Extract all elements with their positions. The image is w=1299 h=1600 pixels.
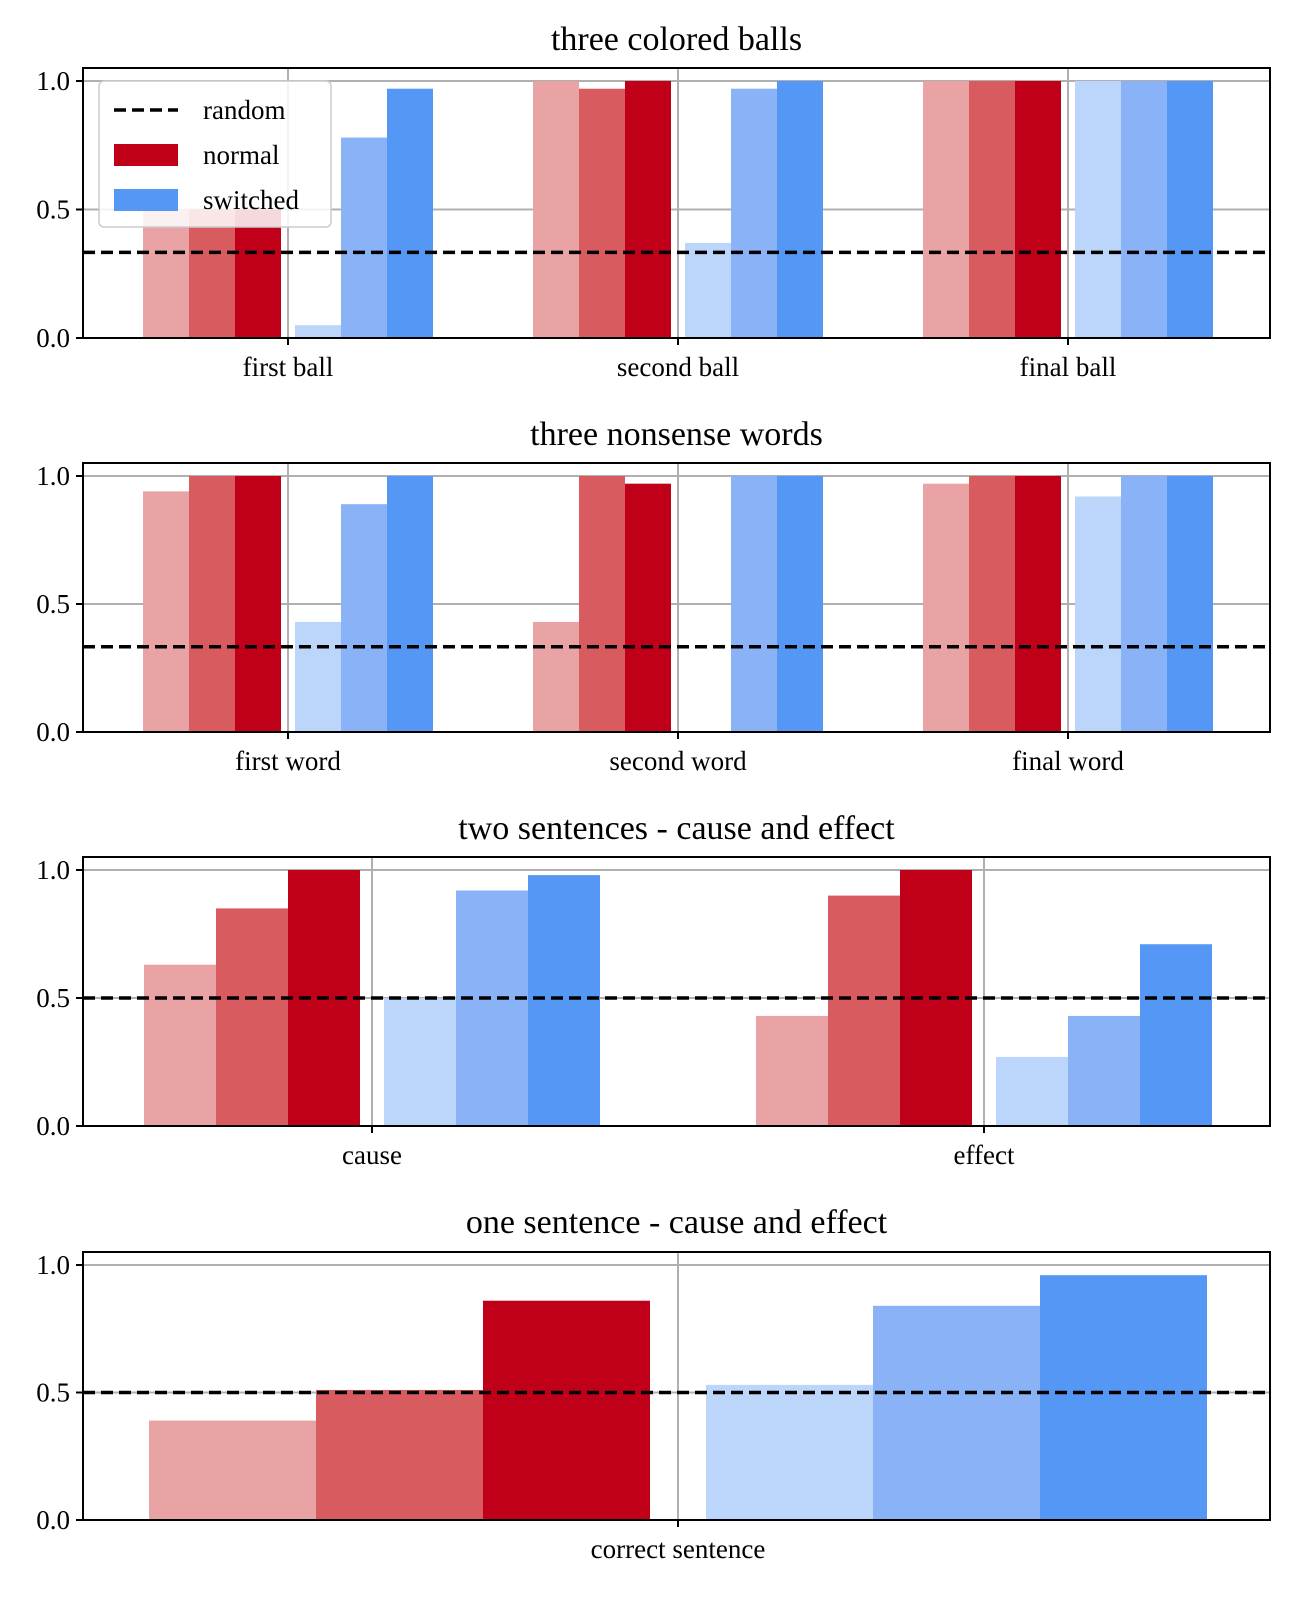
bar-normal-2 [828,895,900,1126]
bar-normal-3 [625,81,671,338]
x-tick-label: correct sentence [591,1534,766,1564]
bar-switched-2 [1068,1015,1140,1126]
bar-switched-3 [528,875,600,1126]
bar-normal-1 [143,491,189,732]
bar-normal-3 [625,483,671,732]
bar-normal-1 [144,964,216,1126]
bar-normal-2 [189,476,235,732]
bar-switched-2 [456,890,528,1126]
y-tick-label: 0.5 [36,195,70,225]
axes-frame [82,462,1271,733]
y-tick-label: 1.0 [36,855,70,885]
legend-label-switched: switched [203,185,299,215]
chart-panel-3: two sentences - cause and effect 0.0 0.5 1.… [36,810,1271,1170]
chart-panel-1: three colored balls 0.0 0.5 1.0 first ball se… [36,21,1271,382]
bar-switched-2 [1121,81,1167,338]
bar-switched-1 [1075,81,1121,338]
y-tick-label: 1.0 [36,461,70,491]
y-tick-label: 1.0 [36,66,70,96]
chart-panel-4: one sentence - cause and effect 0.0 0.5 1.0… [36,1204,1271,1564]
chart-title: two sentences - cause and effect [458,810,895,847]
chart-title: three colored balls [551,21,802,58]
bar-normal-1 [923,81,969,338]
y-tick-label: 0.0 [36,717,70,747]
x-tick-label: second ball [617,352,739,382]
x-tick-label: effect [954,1140,1015,1170]
x-tick-label: cause [342,1140,402,1170]
bar-normal-2 [969,81,1015,338]
chart-panel-2: three nonsense words 0.0 0.5 1.0 first word s… [36,416,1271,776]
bar-switched-3 [1167,81,1213,338]
bar-switched-2 [341,504,387,732]
bar-switched-2 [873,1305,1040,1520]
bar-normal-3 [235,209,281,338]
bar-switched-3 [387,88,433,339]
axes-frame [82,1251,1271,1521]
x-tick-label: first ball [243,352,334,382]
axes-frame [82,856,1271,1127]
bar-switched-1 [996,1056,1068,1126]
bar-normal-2 [579,476,625,732]
y-tick-label: 0.5 [36,589,70,619]
bar-normal-1 [149,1420,316,1520]
bar-switched-3 [1140,944,1212,1126]
bar-switched-3 [777,476,823,732]
legend-swatch-switched [114,189,178,211]
legend: random normal switched [98,80,332,228]
y-tick-label: 0.5 [36,1378,70,1408]
bar-switched-3 [387,476,433,732]
legend-swatch-normal [114,144,178,166]
bar-switched-1 [1075,496,1121,732]
legend-label-random: random [203,95,285,125]
bar-switched-3 [1040,1275,1207,1520]
y-tick-label: 0.0 [36,323,70,353]
x-tick-label: final word [1012,746,1124,776]
bar-normal-1 [533,621,579,732]
bar-normal-3 [1015,476,1061,732]
bar-normal-3 [235,476,281,732]
bar-switched-2 [1121,476,1167,732]
bar-normal-3 [1015,81,1061,338]
chart-title: one sentence - cause and effect [466,1204,888,1241]
x-tick-label: final ball [1020,352,1117,382]
bar-normal-2 [316,1389,483,1520]
bar-switched-1 [384,998,456,1126]
y-tick-label: 0.0 [36,1111,70,1141]
bar-normal-1 [143,209,189,338]
bar-switched-1 [685,242,731,338]
y-tick-label: 1.0 [36,1250,70,1280]
bar-switched-2 [731,88,777,339]
bar-normal-2 [969,476,1015,732]
bar-switched-2 [731,476,777,732]
bar-switched-1 [295,621,341,732]
axes-frame [82,67,1271,339]
bar-normal-1 [756,1015,828,1126]
bar-switched-1 [295,325,341,338]
bar-switched-1 [706,1384,873,1520]
bar-switched-2 [341,137,387,338]
chart-title: three nonsense words [530,416,823,453]
x-tick-label: first word [235,746,341,776]
y-tick-label: 0.0 [36,1505,70,1535]
bar-normal-1 [923,483,969,732]
bar-normal-2 [579,88,625,339]
bar-normal-2 [216,908,288,1126]
legend-label-normal: normal [203,140,279,170]
y-tick-label: 0.5 [36,983,70,1013]
bar-switched-3 [777,81,823,338]
bar-normal-3 [483,1300,650,1520]
bar-normal-1 [533,81,579,338]
bar-switched-3 [1167,476,1213,732]
x-tick-label: second word [609,746,747,776]
bar-normal-2 [189,209,235,338]
